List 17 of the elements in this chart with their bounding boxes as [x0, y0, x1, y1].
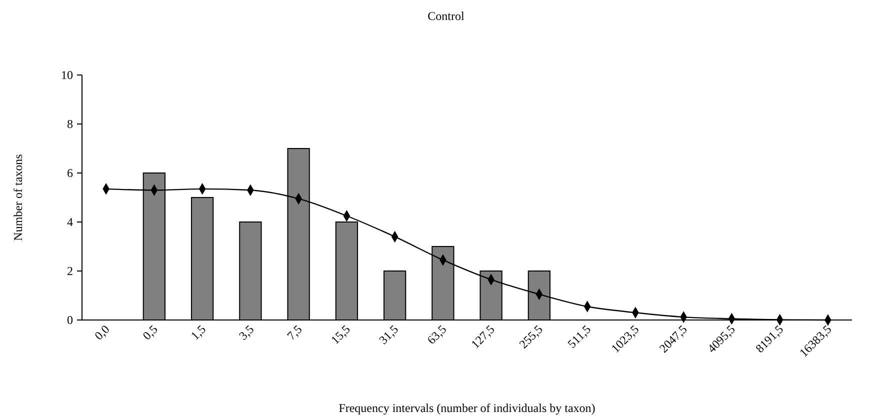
x-tick-label: 63,5 [424, 322, 450, 347]
x-tick-label: 31,5 [376, 322, 401, 347]
chart-title: Control [428, 9, 465, 23]
x-tick-label: 7,5 [284, 322, 305, 343]
y-axis-title: Number of taxons [11, 154, 25, 241]
y-tick-label: 10 [61, 68, 73, 82]
y-tick-label: 4 [67, 215, 73, 229]
y-tick-label: 2 [67, 264, 73, 278]
x-tick-label: 1,5 [188, 322, 208, 343]
x-tick-label: 0,0 [92, 322, 112, 343]
y-tick-label: 6 [67, 166, 73, 180]
x-axis-title: Frequency intervals (number of individuals by taxon) [338, 401, 596, 415]
y-tick-label: 0 [67, 313, 73, 327]
x-tick-label: 3,5 [236, 322, 257, 343]
y-tick-label: 8 [67, 117, 73, 131]
x-tick-label: 15,5 [328, 322, 353, 347]
x-tick-label: 0,5 [140, 322, 160, 343]
